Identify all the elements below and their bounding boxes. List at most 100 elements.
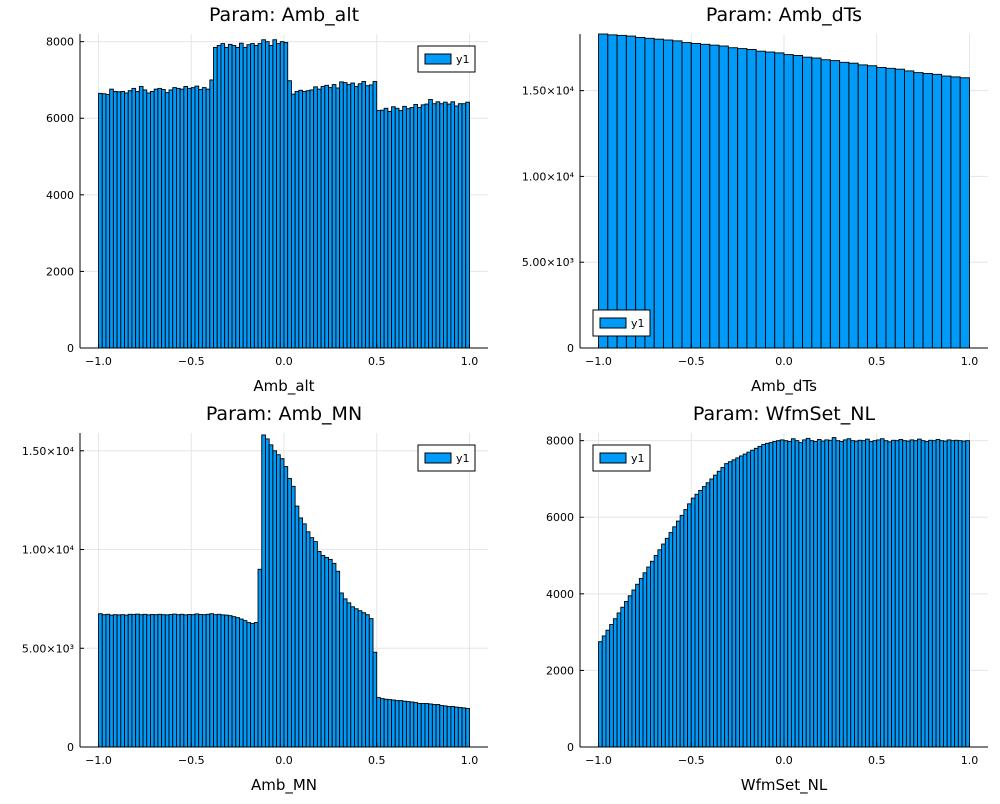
histogram-bar bbox=[298, 517, 303, 748]
histogram-bar bbox=[765, 51, 776, 349]
histogram-bar bbox=[105, 613, 111, 748]
y-tick-label: 2000 bbox=[546, 664, 574, 677]
histogram-bar bbox=[872, 440, 878, 748]
histogram-bar bbox=[816, 439, 822, 748]
histogram-bar bbox=[446, 103, 452, 349]
y-tick-label: 5.00×10³ bbox=[22, 642, 74, 655]
histogram-bar bbox=[194, 613, 200, 748]
histogram-bar bbox=[342, 82, 348, 349]
histogram-bar bbox=[761, 444, 766, 748]
histogram-bar bbox=[698, 489, 703, 748]
histogram-bar bbox=[857, 64, 868, 349]
histogram-bar bbox=[183, 86, 189, 349]
histogram-bar bbox=[790, 438, 796, 748]
histogram-bar bbox=[250, 43, 255, 349]
histogram-bar bbox=[839, 440, 844, 748]
histogram-bar bbox=[405, 108, 411, 349]
histogram-bar bbox=[694, 493, 700, 748]
histogram-bar bbox=[931, 73, 943, 349]
histogram-bar bbox=[265, 438, 270, 748]
histogram-bar bbox=[720, 467, 726, 748]
histogram-bar bbox=[216, 613, 222, 748]
histogram-bar bbox=[220, 43, 226, 349]
y-tick-label: 0 bbox=[67, 741, 74, 754]
legend-label: y1 bbox=[631, 317, 645, 330]
histogram-bar bbox=[601, 635, 607, 748]
x-tick-label: −1.0 bbox=[85, 355, 112, 368]
histogram-bar bbox=[898, 439, 904, 748]
histogram-bar bbox=[268, 444, 274, 748]
histogram-bar bbox=[644, 37, 655, 349]
histogram-bar bbox=[328, 558, 333, 748]
histogram-bar bbox=[346, 602, 352, 748]
histogram-bar bbox=[101, 93, 107, 349]
histogram-bar bbox=[894, 68, 905, 349]
histogram-bar bbox=[120, 614, 125, 748]
histogram-bar bbox=[709, 44, 720, 349]
histogram-bar bbox=[787, 440, 792, 748]
histogram-bar bbox=[365, 85, 370, 349]
histogram-bar bbox=[687, 503, 692, 748]
bar-series-y1 bbox=[598, 33, 970, 349]
histogram-bar bbox=[231, 45, 237, 349]
histogram-bar bbox=[387, 699, 393, 748]
histogram-bar bbox=[250, 623, 255, 748]
histogram-bar bbox=[675, 520, 681, 748]
histogram-bar bbox=[376, 110, 381, 349]
histogram-bar bbox=[446, 706, 452, 748]
histogram-bar bbox=[783, 440, 789, 748]
histogram-bar bbox=[846, 438, 852, 748]
histogram-bar bbox=[620, 606, 625, 748]
histogram-bar bbox=[209, 79, 214, 349]
x-tick-label: 1.0 bbox=[961, 754, 979, 767]
histogram-bar bbox=[383, 107, 389, 349]
histogram-bar bbox=[868, 440, 874, 748]
histogram-bar bbox=[161, 89, 166, 349]
histogram-bar bbox=[346, 84, 352, 349]
y-tick-label: 4000 bbox=[46, 189, 74, 202]
histogram-bar bbox=[138, 86, 144, 349]
histogram-bar bbox=[242, 46, 248, 349]
x-axis-label: Amb_MN bbox=[251, 776, 317, 795]
histogram-bar bbox=[150, 90, 155, 349]
x-tick-label: −1.0 bbox=[585, 754, 612, 767]
histogram-bar bbox=[283, 466, 289, 748]
histogram-bar bbox=[253, 622, 259, 748]
histogram-bar bbox=[231, 616, 237, 748]
histogram-bar bbox=[435, 704, 441, 748]
histogram-bar bbox=[607, 34, 618, 349]
histogram-bar bbox=[757, 445, 763, 748]
legend-label: y1 bbox=[456, 452, 470, 465]
x-tick-label: −0.5 bbox=[678, 355, 705, 368]
histogram-bar bbox=[772, 440, 778, 748]
histogram-bar bbox=[768, 442, 774, 748]
histogram-bar bbox=[246, 44, 252, 349]
x-axis-label: WfmSet_NL bbox=[741, 776, 828, 795]
histogram-bar bbox=[142, 613, 148, 748]
histogram-bar bbox=[150, 614, 155, 748]
histogram-bar bbox=[405, 701, 411, 748]
histogram-bar bbox=[461, 103, 467, 349]
histogram-bar bbox=[365, 614, 370, 748]
histogram-bar bbox=[287, 477, 292, 748]
histogram-bar bbox=[867, 65, 878, 349]
x-axis-label: Amb_dTs bbox=[751, 377, 817, 396]
histogram-bar bbox=[646, 566, 651, 748]
histogram-bar bbox=[928, 439, 933, 748]
histogram-bar bbox=[409, 107, 415, 349]
histogram-bar bbox=[755, 50, 766, 349]
histogram-bar bbox=[239, 618, 244, 748]
histogram-bar bbox=[428, 99, 433, 349]
x-tick-label: 0.0 bbox=[775, 355, 793, 368]
histogram-bar bbox=[424, 103, 430, 349]
histogram-bar bbox=[198, 614, 203, 748]
histogram-bar bbox=[101, 614, 107, 748]
x-tick-label: −0.5 bbox=[678, 754, 705, 767]
histogram-bar bbox=[368, 84, 374, 349]
x-tick-label: 0.5 bbox=[868, 355, 886, 368]
histogram-bar bbox=[391, 106, 396, 349]
histogram-bar bbox=[457, 707, 463, 748]
x-tick-label: 1.0 bbox=[961, 355, 979, 368]
histogram-bar bbox=[361, 612, 367, 748]
